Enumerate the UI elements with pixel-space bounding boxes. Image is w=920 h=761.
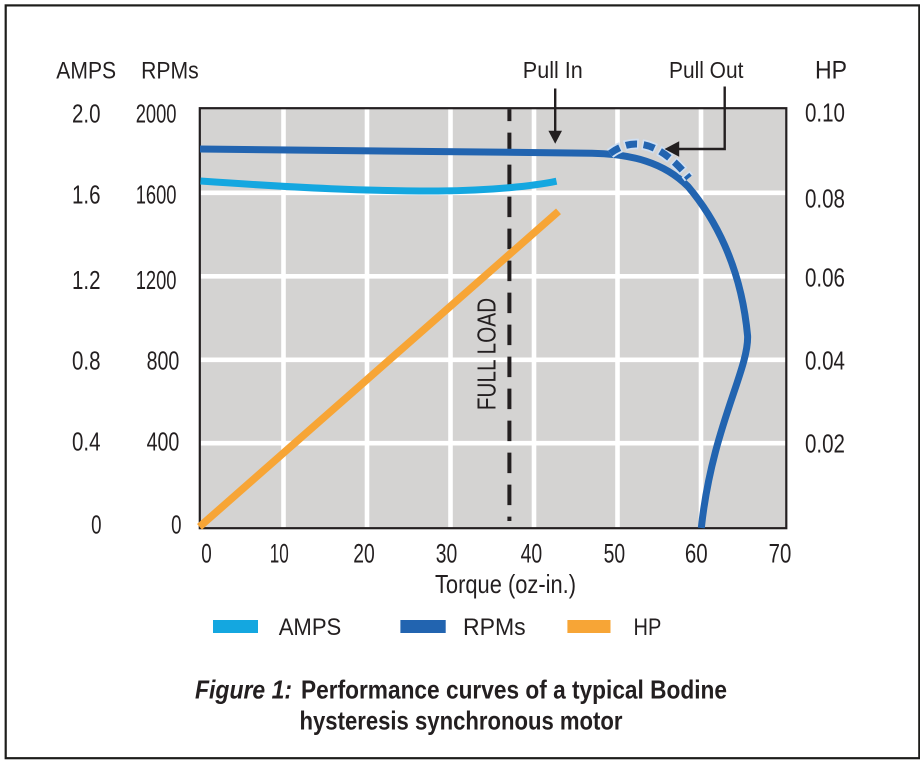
svg-text:40: 40 [521, 539, 543, 569]
svg-text:FULL LOAD: FULL LOAD [472, 298, 502, 410]
svg-text:2000: 2000 [136, 101, 177, 129]
svg-text:Figure 1:: Figure 1: [195, 674, 292, 704]
svg-text:Pull In: Pull In [523, 57, 583, 83]
svg-text:Pull Out: Pull Out [669, 57, 744, 83]
svg-text:0.10: 0.10 [805, 99, 845, 127]
svg-text:0: 0 [201, 539, 212, 569]
svg-text:60: 60 [685, 539, 708, 569]
svg-text:70: 70 [769, 539, 792, 569]
svg-text:50: 50 [604, 539, 626, 569]
svg-text:1200: 1200 [136, 267, 177, 295]
svg-text:HP: HP [815, 57, 847, 85]
svg-text:HP: HP [634, 614, 662, 641]
svg-text:0.4: 0.4 [72, 428, 101, 456]
svg-text:0.02: 0.02 [805, 430, 845, 458]
svg-text:0.08: 0.08 [805, 186, 845, 214]
svg-text:0.04: 0.04 [805, 347, 845, 375]
svg-text:400: 400 [147, 428, 180, 456]
svg-text:hysteresis synchronous motor: hysteresis synchronous motor [300, 706, 623, 736]
svg-text:1.6: 1.6 [72, 181, 101, 209]
svg-text:0: 0 [91, 512, 101, 540]
svg-text:10: 10 [270, 539, 289, 569]
svg-text:0.8: 0.8 [72, 347, 101, 375]
svg-text:AMPS: AMPS [279, 614, 342, 641]
svg-text:Performance curves of a typica: Performance curves of a typical Bodine [301, 674, 727, 704]
svg-text:2.0: 2.0 [72, 101, 101, 129]
svg-text:Torque (oz-in.): Torque (oz-in.) [435, 569, 576, 599]
svg-text:0: 0 [171, 512, 181, 540]
svg-text:RPMs: RPMs [141, 58, 199, 85]
svg-text:1600: 1600 [136, 181, 177, 209]
svg-text:AMPS: AMPS [56, 58, 116, 85]
svg-text:0.06: 0.06 [805, 264, 845, 292]
svg-text:800: 800 [147, 347, 180, 375]
svg-text:RPMs: RPMs [463, 614, 526, 641]
svg-text:1.2: 1.2 [72, 267, 101, 295]
svg-text:30: 30 [436, 539, 458, 569]
svg-text:20: 20 [353, 539, 375, 569]
